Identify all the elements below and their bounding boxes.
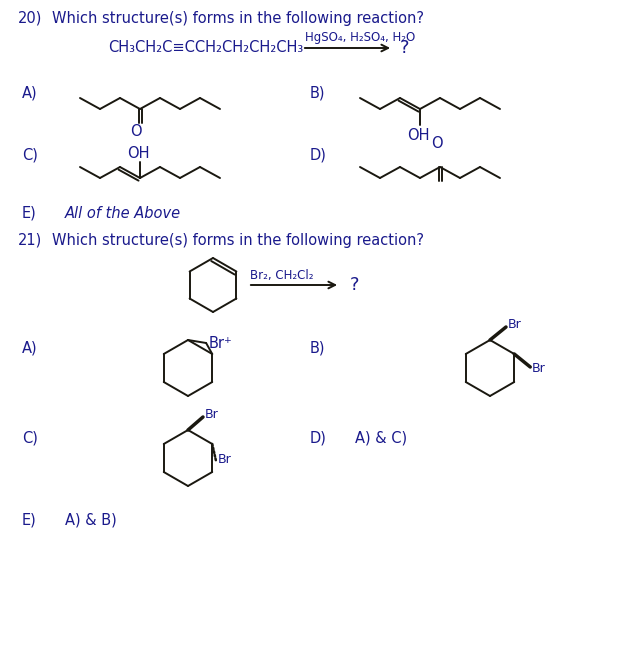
Text: OH: OH: [127, 145, 149, 161]
Text: C): C): [22, 430, 38, 445]
Text: O: O: [431, 136, 443, 151]
Text: A): A): [22, 86, 38, 101]
Text: A) & B): A) & B): [65, 513, 117, 528]
Text: A) & C): A) & C): [355, 430, 407, 445]
Text: Which structure(s) forms in the following reaction?: Which structure(s) forms in the followin…: [52, 11, 424, 26]
Text: 20): 20): [18, 11, 42, 26]
Text: HgSO₄, H₂SO₄, H₂O: HgSO₄, H₂SO₄, H₂O: [305, 32, 415, 45]
Text: CH₃CH₂C≡CCH₂CH₂CH₂CH₃: CH₃CH₂C≡CCH₂CH₂CH₂CH₃: [108, 41, 303, 55]
Text: B): B): [310, 86, 325, 101]
Text: Br: Br: [205, 409, 219, 422]
Text: ?: ?: [400, 39, 409, 57]
Text: Br: Br: [508, 318, 521, 332]
Text: O: O: [130, 124, 142, 138]
Text: A): A): [22, 340, 38, 355]
Text: E): E): [22, 205, 36, 220]
Text: OH: OH: [407, 128, 429, 143]
Text: All of the Above: All of the Above: [65, 205, 181, 220]
Text: Br₂, CH₂Cl₂: Br₂, CH₂Cl₂: [250, 268, 313, 282]
Text: Which structure(s) forms in the following reaction?: Which structure(s) forms in the followin…: [52, 232, 424, 247]
Text: ?: ?: [350, 276, 360, 294]
Text: C): C): [22, 147, 38, 163]
Text: Br⁺: Br⁺: [209, 336, 233, 351]
Text: Br: Br: [532, 363, 546, 376]
Text: E): E): [22, 513, 36, 528]
Text: D): D): [310, 147, 327, 163]
Text: B): B): [310, 340, 325, 355]
Text: D): D): [310, 430, 327, 445]
Text: 21): 21): [18, 232, 42, 247]
Text: Br: Br: [218, 453, 232, 466]
